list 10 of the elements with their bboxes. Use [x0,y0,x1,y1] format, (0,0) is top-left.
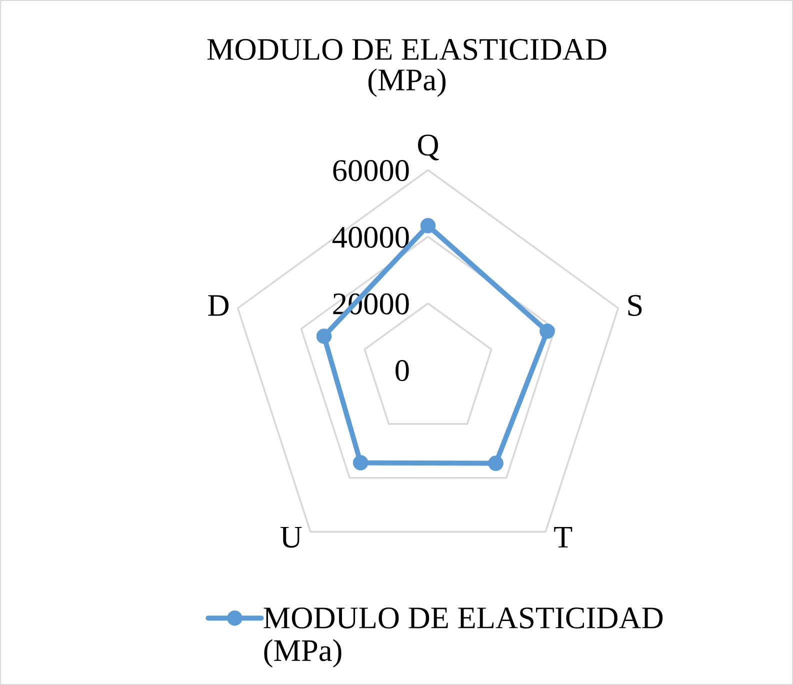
legend-label: MODULO DE ELASTICIDAD (MPa) [264,607,663,668]
spoke-label: Q [418,134,439,160]
spoke-label: D [208,295,229,316]
spoke-label: S [628,295,642,316]
spoke-label: T [554,526,572,548]
y-tick-label: 0 [396,360,409,382]
spoke-label: U [280,526,302,548]
y-tick-label: 60000 [333,160,409,182]
y-tick-label: 40000 [332,226,409,248]
chart-title: MODULO DE ELASTICIDAD (MPa) [207,38,606,97]
